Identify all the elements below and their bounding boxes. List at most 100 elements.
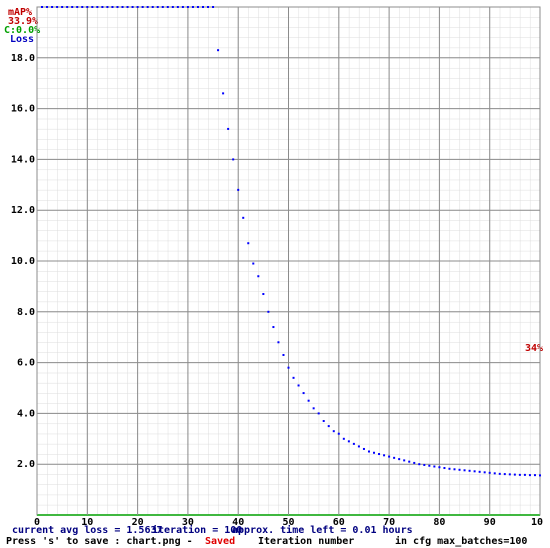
- loss-point: [56, 6, 59, 8]
- loss-point: [458, 468, 461, 471]
- loss-point: [513, 473, 516, 476]
- loss-point: [297, 384, 300, 387]
- x-tick-label: 0: [34, 517, 40, 528]
- loss-point: [262, 293, 265, 296]
- map-value: 33.9%: [8, 16, 38, 27]
- loss-point: [212, 6, 215, 8]
- loss-point: [232, 158, 235, 161]
- y-tick-label: 10.0: [11, 256, 35, 267]
- loss-point: [539, 474, 541, 477]
- loss-point: [347, 440, 350, 443]
- loss-point: [116, 6, 119, 8]
- loss-point: [523, 473, 526, 476]
- loss-point: [201, 6, 204, 8]
- loss-point: [41, 6, 44, 8]
- avg-loss: current avg loss = 1.5637: [12, 525, 163, 536]
- loss-point: [367, 450, 370, 453]
- loss-point: [186, 6, 189, 8]
- map-annotation: 34%: [525, 343, 543, 354]
- loss-point: [272, 326, 275, 329]
- loss-point: [418, 463, 421, 466]
- loss-point: [227, 127, 230, 130]
- loss-point: [342, 437, 345, 440]
- loss-point: [503, 473, 506, 476]
- x-tick-label: 70: [383, 517, 395, 528]
- loss-point: [337, 432, 340, 435]
- x-tick-label: 10: [81, 517, 93, 528]
- y-tick-label: 12.0: [11, 205, 35, 216]
- time-left: approx. time left = 0.01 hours: [232, 524, 413, 536]
- y-tick-label: 18.0: [11, 53, 35, 64]
- x-tick-label: 50: [282, 517, 294, 528]
- loss-point: [518, 473, 521, 476]
- loss-point: [181, 6, 184, 8]
- y-tick-label: 4.0: [17, 408, 35, 419]
- loss-point: [478, 470, 481, 473]
- y-tick-label: 14.0: [11, 154, 35, 165]
- loss-point: [332, 430, 335, 433]
- loss-point: [61, 6, 64, 8]
- loss-point: [146, 6, 149, 8]
- loss-point: [463, 469, 466, 472]
- loss-point: [357, 445, 360, 448]
- loss-point: [136, 6, 139, 8]
- loss-point: [166, 6, 169, 8]
- c-label: C:0.0%: [4, 25, 40, 36]
- loss-point: [252, 262, 255, 265]
- loss-point: [267, 310, 270, 313]
- loss-point: [438, 466, 441, 469]
- loss-point: [247, 242, 250, 245]
- loss-point: [141, 6, 144, 8]
- loss-point: [96, 6, 99, 8]
- loss-point: [307, 399, 310, 402]
- loss-point: [388, 455, 391, 458]
- loss-point: [362, 447, 365, 450]
- loss-point: [237, 188, 240, 191]
- loss-point: [453, 468, 456, 471]
- y-tick-label: 2.0: [17, 459, 35, 470]
- loss-point: [51, 6, 54, 8]
- loss-point: [161, 6, 164, 8]
- loss-point: [101, 6, 104, 8]
- loss-point: [483, 471, 486, 474]
- loss-point: [378, 453, 381, 456]
- loss-point: [176, 6, 179, 8]
- loss-point: [508, 473, 511, 476]
- loss-point: [302, 392, 305, 395]
- loss-point: [528, 474, 531, 477]
- loss-point: [71, 6, 74, 8]
- loss-point: [473, 470, 476, 473]
- loss-point: [131, 6, 134, 8]
- save-hint: Press 's' to save : chart.png -: [6, 536, 193, 547]
- loss-point: [292, 376, 295, 379]
- loss-point: [277, 341, 280, 344]
- loss-point: [66, 6, 69, 8]
- x-tick-label: 30: [182, 517, 194, 528]
- loss-point: [327, 425, 330, 428]
- loss-point: [191, 6, 194, 8]
- loss-point: [156, 6, 159, 8]
- x-tick-label: 20: [132, 517, 144, 528]
- loss-point: [81, 6, 84, 8]
- x-tick-label: 60: [333, 517, 345, 528]
- loss-point: [423, 463, 426, 466]
- loss-point: [403, 459, 406, 462]
- loss-point: [373, 451, 376, 454]
- loss-point: [468, 469, 471, 472]
- x-tick-label: 10: [531, 517, 543, 528]
- loss-point: [428, 464, 431, 467]
- x-tick-label: 80: [433, 517, 445, 528]
- loss-point: [126, 6, 129, 8]
- max-batches: in cfg max_batches=100: [395, 535, 527, 547]
- loss-point: [322, 420, 325, 423]
- x-tick-label: 90: [484, 517, 496, 528]
- loss-point: [533, 474, 536, 477]
- loss-point: [398, 458, 401, 461]
- loss-point: [282, 353, 285, 356]
- loss-point: [443, 467, 446, 470]
- x-axis-label: Iteration number: [258, 535, 354, 547]
- saved: Saved: [205, 536, 235, 547]
- loss-point: [498, 472, 501, 475]
- loss-point: [493, 472, 496, 475]
